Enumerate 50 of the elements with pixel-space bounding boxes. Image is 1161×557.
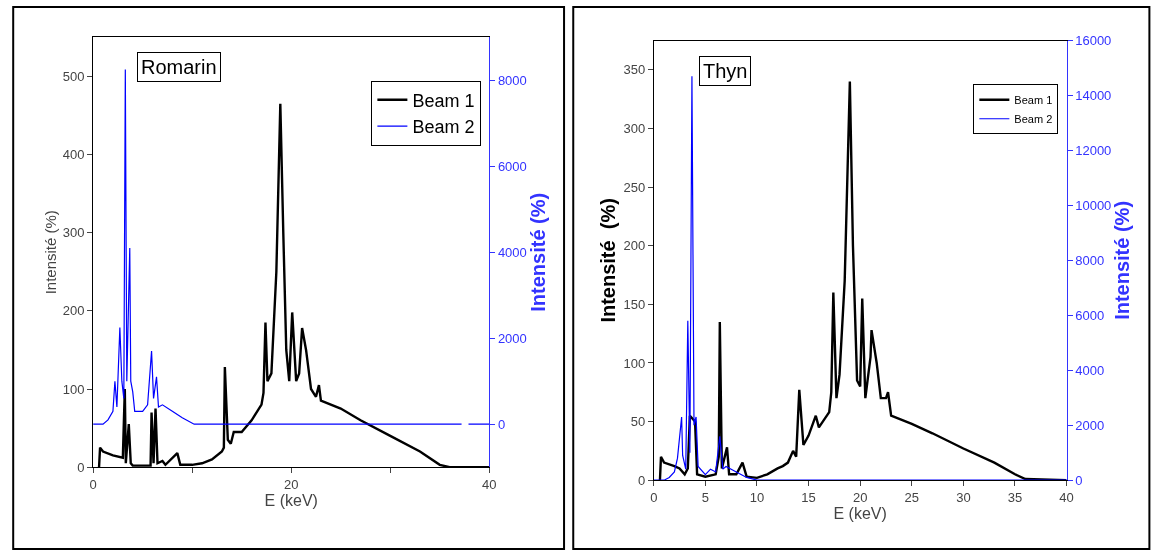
x-tick-label: 35: [1007, 489, 1023, 505]
y2-tick-label: 0: [497, 416, 506, 432]
y2-tick-label: 4000: [1075, 362, 1105, 378]
y-tick-label: 500: [62, 68, 85, 84]
y2-axis-title: Intensité (%): [1111, 200, 1134, 320]
y-tick-label: 200: [623, 238, 646, 254]
y-tick-label: 100: [623, 355, 646, 371]
y2-tick-label: 8000: [1075, 252, 1105, 268]
x-tick-label: 30: [956, 489, 971, 505]
y-tick-label: 150: [623, 296, 646, 312]
y2-axis-title: Intensité (%): [526, 192, 549, 312]
y2-tick-label: 8000: [497, 72, 527, 88]
y2-tick-label: 12000: [1075, 143, 1112, 159]
x-tick-label: 40: [1059, 489, 1074, 505]
y2-tick-label: 10000: [1075, 197, 1112, 213]
y2-tick-label: 4000: [497, 244, 527, 260]
legend-label: Beam 2: [1014, 113, 1053, 126]
legend-label: Beam 1: [1014, 94, 1053, 107]
y-axis-title: Intensité (%): [596, 198, 619, 323]
legend-label: Beam 1: [412, 90, 475, 111]
y-tick-label: 300: [623, 121, 646, 137]
x-tick-label: 10: [749, 489, 765, 505]
y2-tick-label: 16000: [1075, 33, 1112, 49]
y-tick-label: 50: [630, 414, 646, 430]
y-tick-label: 0: [77, 459, 85, 475]
x-tick-label: 15: [801, 489, 816, 505]
x-tick-label: 20: [852, 489, 868, 505]
y2-tick-label: 2000: [497, 330, 527, 346]
x-tick-label: 0: [650, 489, 658, 505]
y2-tick-label: 2000: [1075, 417, 1105, 433]
y2-tick-label: 14000: [1075, 88, 1112, 104]
y-tick-label: 100: [62, 381, 85, 397]
x-tick-label: 20: [283, 476, 299, 492]
y-tick-label: 400: [62, 147, 85, 163]
x-tick-label: 0: [89, 476, 97, 492]
y-tick-label: 200: [62, 303, 85, 319]
legend-label: Beam 2: [412, 117, 475, 138]
x-axis-title: E (keV): [833, 505, 887, 523]
annotation: Romarin: [141, 56, 217, 78]
y-tick-label: 250: [623, 179, 646, 195]
y-tick-label: 350: [623, 62, 646, 78]
x-tick-label: 25: [904, 489, 920, 505]
annotation: Thyn: [703, 60, 748, 82]
y-axis-title: Intensité (%): [42, 210, 60, 295]
x-axis-title: E (keV): [264, 492, 318, 510]
y2-tick-label: 6000: [1075, 307, 1105, 323]
y2-tick-label: 6000: [497, 158, 527, 174]
x-tick-label: 40: [482, 476, 497, 492]
x-tick-label: 5: [701, 489, 709, 505]
y-tick-label: 300: [62, 225, 85, 241]
